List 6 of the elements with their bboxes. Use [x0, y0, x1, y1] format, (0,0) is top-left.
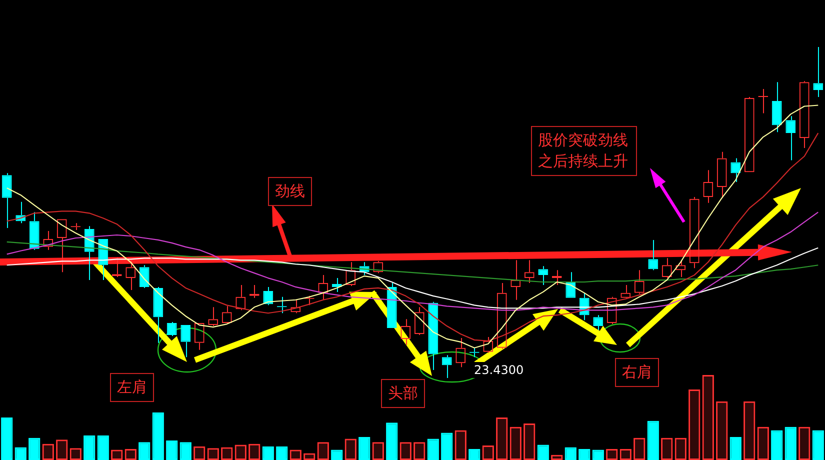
- annotation: 23.4300: [472, 362, 526, 378]
- annotation: 右肩: [615, 358, 659, 387]
- annotation: 股价突破劲线之后持续上升: [531, 126, 637, 176]
- annotation: 头部: [381, 379, 425, 408]
- annotation: 劲线: [268, 177, 312, 206]
- annotation: 左肩: [110, 373, 154, 402]
